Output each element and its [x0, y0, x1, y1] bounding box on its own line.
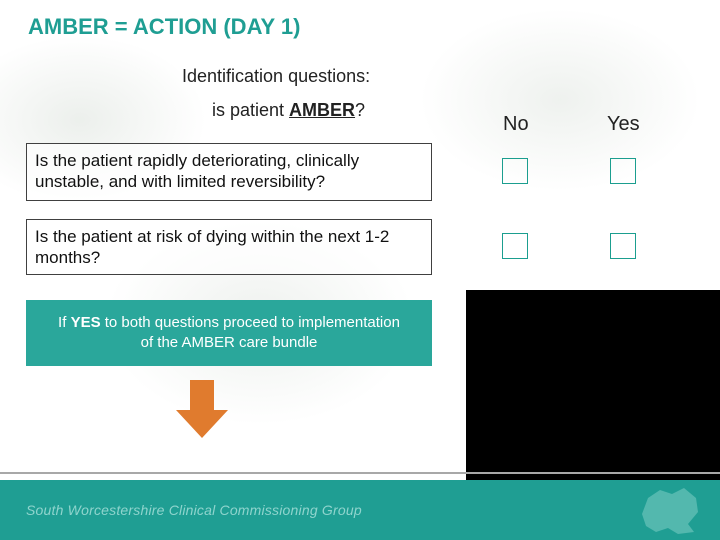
subtitle2-amber: AMBER: [289, 100, 355, 120]
checkbox-q1-yes[interactable]: [610, 158, 636, 184]
footer-region-icon: [638, 484, 700, 536]
footer-bar: South Worcestershire Clinical Commission…: [0, 480, 720, 540]
page-title: AMBER = ACTION (DAY 1): [28, 14, 300, 40]
checkbox-q2-no[interactable]: [502, 233, 528, 259]
footer-divider: [0, 472, 720, 474]
column-header-yes: Yes: [607, 113, 640, 136]
proceed-banner: If YES to both questions proceed to impl…: [26, 300, 432, 366]
subtitle2-prefix: is patient: [212, 100, 289, 120]
proceed-prefix: If: [58, 314, 71, 331]
identification-heading: Identification questions:: [182, 66, 370, 87]
checkbox-q1-no[interactable]: [502, 158, 528, 184]
checkbox-q2-yes[interactable]: [610, 233, 636, 259]
proceed-rest: to both questions proceed to implementat…: [101, 314, 400, 351]
question-2-box: Is the patient at risk of dying within t…: [26, 219, 432, 275]
media-placeholder: [466, 290, 720, 480]
footer-org-label: South Worcestershire Clinical Commission…: [0, 502, 362, 518]
column-header-no: No: [503, 113, 529, 136]
title-text: AMBER = ACTION (DAY 1): [28, 14, 300, 39]
subtitle2-qmark: ?: [355, 100, 365, 120]
question-2-text: Is the patient at risk of dying within t…: [35, 227, 389, 267]
is-patient-amber-heading: is patient AMBER?: [212, 100, 365, 121]
question-1-text: Is the patient rapidly deteriorating, cl…: [35, 151, 359, 191]
down-arrow-icon: [170, 376, 234, 440]
proceed-text: If YES to both questions proceed to impl…: [52, 313, 406, 354]
question-1-box: Is the patient rapidly deteriorating, cl…: [26, 143, 432, 201]
proceed-yes: YES: [71, 314, 101, 331]
